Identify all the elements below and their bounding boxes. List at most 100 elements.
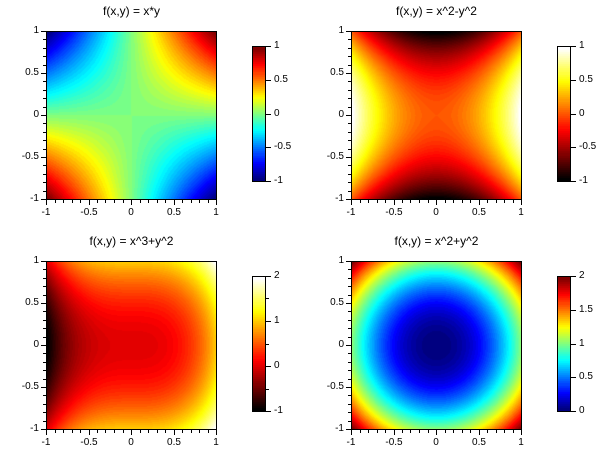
colorbar-tick-label: 1 [579, 338, 585, 349]
colorbar-tick-mark [571, 276, 576, 277]
y-tick-mark [41, 73, 46, 74]
y-tick-mark [41, 429, 46, 430]
colorbar-tick-label: 0 [579, 108, 585, 119]
y-tick-mark [43, 140, 46, 141]
y-tick-mark [43, 370, 46, 371]
x-tick-mark [72, 200, 73, 203]
y-tick-mark [43, 320, 46, 321]
y-tick-mark [348, 295, 351, 296]
y-tick-mark [43, 286, 46, 287]
y-tick-label: 1 [33, 255, 39, 266]
colorbar-tick-mark [266, 181, 271, 182]
y-tick-mark [348, 107, 351, 108]
x-tick-mark [131, 200, 132, 205]
x-tick-label: 0 [433, 207, 439, 218]
y-tick-mark [348, 149, 351, 150]
colorbar-canvas [253, 277, 265, 411]
subplot-x2-minus-y2: f(x,y) = x^2-y^2 -1 -0.5 0 0.5 1 1 0.5 0 -0.5 -1 1… [305, 0, 610, 230]
x-tick-mark [105, 430, 106, 433]
y-tick-mark [348, 337, 351, 338]
colorbar-minor-tick-mark [266, 389, 269, 390]
y-tick-mark [43, 278, 46, 279]
y-tick-mark [43, 123, 46, 124]
y-tick-mark [43, 362, 46, 363]
y-tick-mark [41, 115, 46, 116]
y-tick-label: 0.5 [25, 297, 39, 308]
x-tick-mark [55, 430, 56, 433]
colorbar-tick-label: 2 [579, 270, 585, 281]
y-tick-mark [346, 157, 351, 158]
colorbar-tick-mark [266, 80, 271, 81]
colorbar-tick-mark [266, 46, 271, 47]
x-tick-label: 0.5 [167, 207, 181, 218]
colorbar-tick-label: -1 [274, 405, 283, 416]
x-tick-label: 0.5 [472, 207, 486, 218]
colorbar-tick-label: 0.5 [579, 74, 593, 85]
x-tick-label: 0.5 [472, 437, 486, 448]
x-tick-mark [462, 200, 463, 203]
y-tick-mark [43, 421, 46, 422]
x-tick-mark [72, 430, 73, 433]
x-tick-mark [521, 430, 522, 435]
y-tick-mark [348, 311, 351, 312]
y-tick-label: 0 [338, 109, 344, 120]
colorbar-tick-label: 0 [274, 108, 280, 119]
x-tick-mark [148, 430, 149, 433]
x-tick-mark [199, 430, 200, 433]
y-tick-mark [41, 199, 46, 200]
plot-title: f(x,y) = x^3+y^2 [89, 234, 174, 248]
colorbar-minor-tick-mark [266, 298, 269, 299]
y-tick-mark [348, 278, 351, 279]
y-tick-mark [348, 421, 351, 422]
colorbar-tick-mark [266, 411, 271, 412]
y-tick-mark [346, 429, 351, 430]
colorbar-tick-label: -1 [579, 175, 588, 186]
x-tick-mark [504, 200, 505, 203]
x-tick-mark [496, 200, 497, 203]
x-tick-mark [140, 200, 141, 203]
colorbar-tick-mark [266, 321, 271, 322]
y-tick-mark [41, 31, 46, 32]
colorbar-tick-mark [571, 377, 576, 378]
y-tick-label: -0.5 [21, 151, 39, 162]
x-tick-mark [63, 200, 64, 203]
x-tick-mark [208, 430, 209, 433]
x-tick-mark [165, 430, 166, 433]
y-tick-label: 1 [338, 25, 344, 36]
x-tick-label: -1 [41, 437, 51, 448]
x-tick-label: -0.5 [80, 437, 98, 448]
plot-title: f(x,y) = x^2-y^2 [396, 4, 477, 18]
y-tick-mark [41, 387, 46, 388]
x-tick-mark [385, 430, 386, 433]
colorbar-tick-mark [571, 114, 576, 115]
y-tick-mark [348, 362, 351, 363]
y-tick-mark [348, 98, 351, 99]
colorbar-tick-mark [266, 147, 271, 148]
x-tick-mark [80, 430, 81, 433]
y-tick-mark [43, 132, 46, 133]
colorbar-tick-label: 1 [274, 40, 280, 51]
colorbar-tick-mark [571, 147, 576, 148]
colorbar-tick-mark [571, 80, 576, 81]
x-tick-mark [157, 430, 158, 433]
y-tick-label: 0 [33, 339, 39, 350]
x-tick-mark [351, 200, 352, 205]
plot-title: f(x,y) = x*y [102, 4, 160, 18]
plot-title: f(x,y) = x^2+y^2 [394, 234, 479, 248]
x-tick-mark [105, 200, 106, 203]
colorbar [557, 46, 571, 182]
x-tick-mark [377, 200, 378, 203]
y-tick-mark [348, 56, 351, 57]
x-tick-mark [428, 430, 429, 433]
y-tick-mark [348, 412, 351, 413]
y-tick-mark [43, 65, 46, 66]
colorbar-tick-label: -1 [274, 175, 283, 186]
x-tick-mark [182, 200, 183, 203]
x-tick-mark [63, 430, 64, 433]
y-tick-mark [348, 353, 351, 354]
y-tick-mark [348, 140, 351, 141]
colorbar-tick-mark [571, 46, 576, 47]
x-tick-mark [140, 430, 141, 433]
x-tick-mark [470, 430, 471, 433]
y-tick-mark [348, 404, 351, 405]
